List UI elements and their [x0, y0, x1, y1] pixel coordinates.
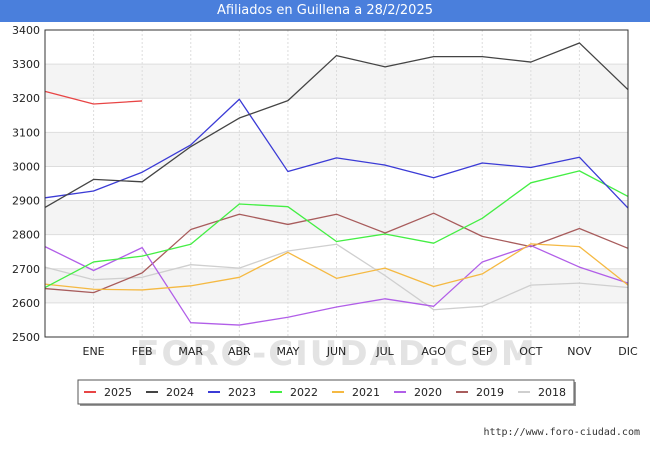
x-tick-label: MAY [276, 345, 299, 358]
legend-label-2022: 2022 [290, 386, 318, 399]
legend-label-2024: 2024 [166, 386, 194, 399]
series-line-2024 [44, 42, 629, 208]
x-tick-label: NOV [567, 345, 592, 358]
series-line-2018 [44, 243, 629, 311]
series-line-2025 [44, 90, 143, 105]
y-tick-label: 2900 [12, 195, 40, 208]
background-band [45, 132, 628, 167]
background-band [45, 200, 628, 235]
x-tick-label: SEP [472, 345, 493, 358]
legend: 2025 2024 2023 2022 2021 2020 2019 2018 [77, 379, 576, 406]
legend-label-2019: 2019 [476, 386, 504, 399]
x-tick-label: AGO [421, 345, 446, 358]
y-tick-label: 2500 [12, 331, 40, 344]
series-line-2022 [44, 170, 629, 289]
legend-box [77, 379, 575, 405]
x-tick-label: FEB [132, 345, 153, 358]
x-tick-label: DIC [618, 345, 638, 358]
series-line-2021 [44, 243, 629, 291]
y-tick-label: 3200 [12, 92, 40, 105]
x-tick-label: MAR [178, 345, 203, 358]
y-tick-label: 3400 [12, 24, 40, 37]
y-tick-label: 2800 [12, 229, 40, 242]
series-line-2023 [44, 98, 629, 209]
x-axis-ticks: ENE FEB MAR ABR MAY JUN JUL AGO SEP OCT NOV DIC [83, 345, 638, 358]
y-tick-label: 3000 [12, 160, 40, 173]
watermark: FORO-CIUDAD.COM [136, 334, 537, 374]
legend-label-2023: 2023 [228, 386, 256, 399]
background-band [45, 64, 628, 99]
x-tick-label: OCT [519, 345, 542, 358]
legend-label-2020: 2020 [414, 386, 442, 399]
series-line-2019 [44, 212, 629, 294]
series-lines [44, 42, 629, 326]
y-tick-label: 2600 [12, 297, 40, 310]
chart-title: Afiliados en Guillena a 28/2/2025 [0, 0, 650, 22]
y-axis-ticks: 2500 2600 2700 2800 2900 3000 3100 3200 3300 3400 [12, 24, 40, 344]
background-band [45, 268, 628, 303]
plot-frame [44, 29, 629, 338]
legend-label-2025: 2025 [104, 386, 132, 399]
y-tick-label: 2700 [12, 263, 40, 276]
x-tick-label: JUL [375, 345, 394, 358]
legend-label-2021: 2021 [352, 386, 380, 399]
series-line-2020 [44, 244, 629, 326]
x-tick-label: ABR [228, 345, 251, 358]
x-tick-label: ENE [83, 345, 105, 358]
x-tick-label: JUN [326, 345, 347, 358]
y-tick-label: 3300 [12, 58, 40, 71]
source-url[interactable]: http://www.foro-ciudad.com [483, 427, 640, 438]
legend-label-2018: 2018 [538, 386, 566, 399]
y-tick-label: 3100 [12, 126, 40, 139]
